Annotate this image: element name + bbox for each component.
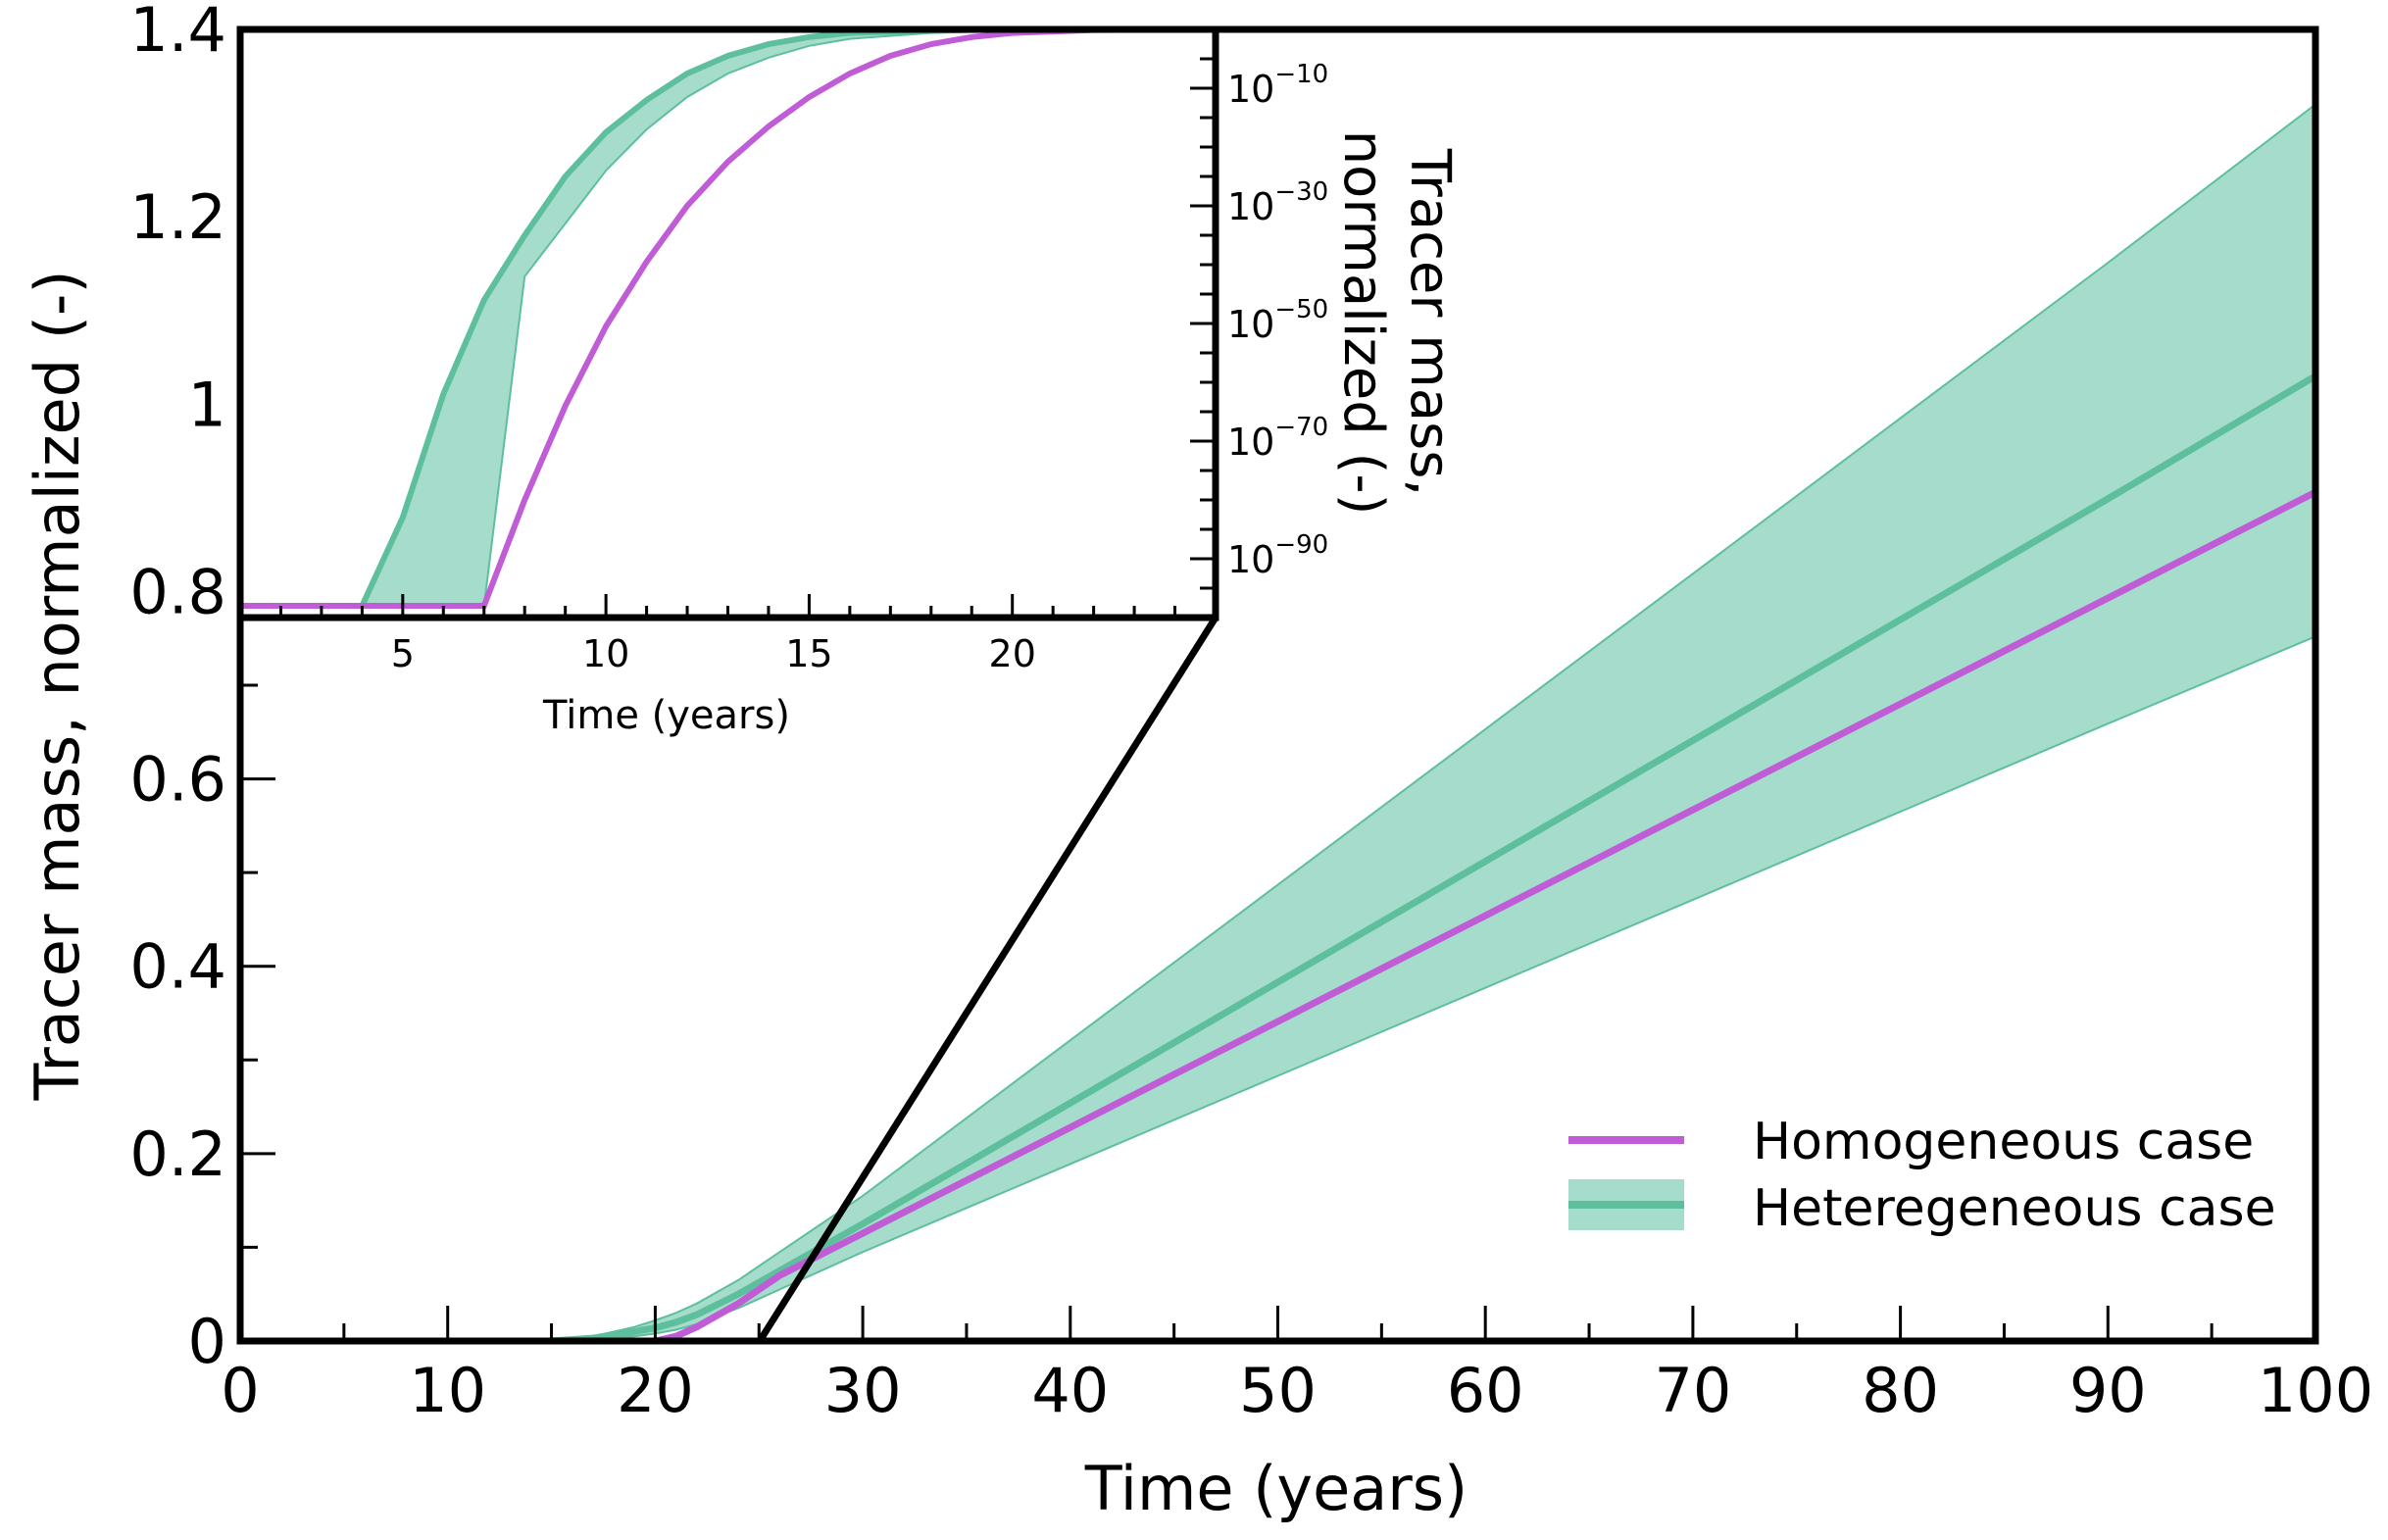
inset-y-tick-label: 10−10: [1227, 60, 1328, 111]
main-x-tick-label: 10: [409, 1355, 486, 1426]
main-x-tick-label: 40: [1031, 1355, 1109, 1426]
main-y-tick-label: 1.2: [129, 181, 226, 253]
main-x-tick-label: 90: [2069, 1355, 2147, 1426]
main-x-tick-label: 20: [617, 1355, 694, 1426]
main-x-tick-label: 50: [1239, 1355, 1317, 1426]
main-x-axis-title: Time (years): [1084, 1453, 1468, 1524]
main-y-tick-label: 0.2: [129, 1118, 226, 1190]
inset-y-axis-title-line2: normalized (-): [1331, 130, 1395, 516]
inset-homogeneous-line: [240, 26, 1217, 609]
inset-x-tick-label: 20: [989, 632, 1036, 675]
main-y-tick-label: 0.8: [129, 556, 226, 627]
inset-tick-labels-layer: 5 10 15 20 10−10 10−30 10−50 10−70 10−90: [391, 60, 1328, 675]
main-x-tick-label: 80: [1862, 1355, 1939, 1426]
main-x-tick-label: 60: [1447, 1355, 1524, 1426]
main-x-tick-label: 0: [221, 1355, 259, 1426]
inset-y-axis-title-line1: Tracer mass,: [1398, 148, 1462, 496]
legend-label-heterogeneous: Heteregeneous case: [1753, 1179, 2276, 1238]
main-y-tick-label: 1: [188, 369, 226, 440]
main-x-tick-label: 30: [824, 1355, 902, 1426]
inset-y-tick-label: 10−50: [1227, 295, 1328, 346]
inset-x-tick-label: 10: [582, 632, 629, 675]
main-y-axis-title: Tracer mass, normalized (-): [22, 270, 93, 1101]
legend: Homogeneous case Heteregeneous case: [1568, 1113, 2276, 1238]
inset-y-tick-label: 10−70: [1227, 413, 1328, 464]
zoom-connector-line: [757, 616, 1219, 1343]
inset-x-axis-title: Time (years): [542, 693, 790, 738]
legend-label-homogeneous: Homogeneous case: [1753, 1113, 2254, 1171]
inset-y-tick-label: 10−90: [1227, 530, 1328, 581]
inset-background: [240, 29, 1216, 618]
inset-x-tick-label: 5: [391, 632, 415, 675]
main-y-tick-label: 0: [188, 1306, 226, 1377]
main-tick-labels-layer: 0 10 20 30 40 50 60 70 80 90 100 0 0.2 0.4 0.6 0.8 1 1.2 1…: [129, 0, 2373, 1426]
main-y-tick-label: 0.6: [129, 744, 226, 816]
inset-y-axis-title: Tracer mass, normalized (-): [1331, 130, 1462, 516]
main-y-tick-label: 1.4: [129, 0, 226, 66]
inset-y-tick-label: 10−30: [1227, 177, 1328, 228]
main-x-tick-label: 100: [2258, 1355, 2373, 1426]
main-x-tick-label: 70: [1654, 1355, 1731, 1426]
inset-x-tick-label: 15: [785, 632, 832, 675]
main-y-tick-label: 0.4: [129, 931, 226, 1003]
inset-ticks-layer: [238, 27, 1216, 618]
